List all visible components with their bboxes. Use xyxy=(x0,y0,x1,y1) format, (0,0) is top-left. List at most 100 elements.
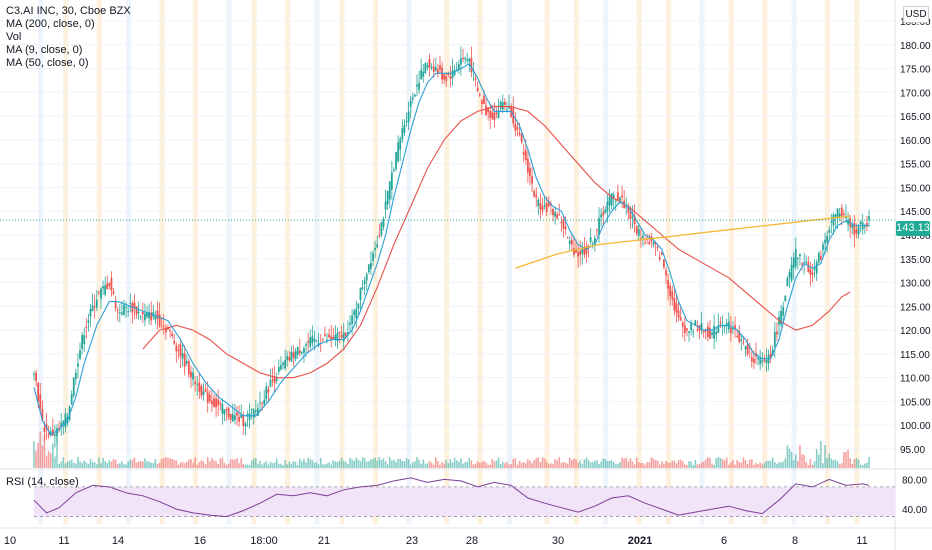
candle-body xyxy=(311,336,314,344)
volume-bar xyxy=(43,434,46,468)
candle-body xyxy=(474,78,477,80)
y-tick-label: 135.00 xyxy=(900,255,931,266)
candle-body xyxy=(671,291,674,300)
candle-body xyxy=(752,358,755,363)
volume-bar xyxy=(183,463,186,468)
volume-bar xyxy=(246,464,249,468)
volume-bar xyxy=(489,464,492,468)
candle-body xyxy=(382,218,385,227)
session-band xyxy=(63,0,69,524)
volume-bar xyxy=(116,463,119,468)
volume-bar xyxy=(303,459,305,468)
volume-bar xyxy=(665,461,667,468)
volume-bar xyxy=(98,457,100,468)
volume-bar xyxy=(437,460,439,468)
volume-bar xyxy=(759,462,761,468)
candle-body xyxy=(568,240,571,245)
candle-body xyxy=(491,112,494,119)
candle-body xyxy=(686,328,688,331)
candle-body xyxy=(158,314,161,326)
volume-bar xyxy=(391,460,393,468)
candle-body xyxy=(543,204,546,207)
x-tick-label: 10 xyxy=(4,535,16,547)
candle-body xyxy=(853,222,856,236)
candle-body xyxy=(388,181,391,200)
candle-body xyxy=(573,248,575,255)
candle-body xyxy=(520,134,523,143)
session-band xyxy=(193,0,199,524)
candle-body xyxy=(794,248,797,267)
volume-bar xyxy=(575,459,577,468)
volume-bar xyxy=(474,463,477,468)
volume-bar xyxy=(342,460,345,468)
currency-button[interactable]: USD xyxy=(903,6,929,23)
candle-body xyxy=(340,334,343,338)
volume-bar xyxy=(85,462,88,468)
candle-body xyxy=(560,221,563,223)
symbol-title[interactable]: C3.AI INC, 30, Cboe BZX xyxy=(6,5,131,17)
volume-bar xyxy=(363,457,366,468)
volume-bar xyxy=(39,431,42,468)
candle-body xyxy=(169,330,171,332)
candle-body xyxy=(409,100,412,107)
volume-bar xyxy=(135,462,138,468)
volume-bar xyxy=(439,464,441,468)
candle-body xyxy=(85,326,88,329)
candle-body xyxy=(349,322,351,325)
candle-body xyxy=(460,58,462,65)
candle-body xyxy=(64,413,67,428)
candle-body xyxy=(577,252,580,257)
volume-bar xyxy=(261,464,263,468)
candle-body xyxy=(284,360,287,369)
candle-body xyxy=(788,271,791,278)
legend-volume[interactable]: Vol xyxy=(6,31,22,43)
legend-ma9[interactable]: MA (9, close, 0) xyxy=(6,44,83,56)
volume-bar xyxy=(112,458,115,468)
volume-bar xyxy=(491,459,494,468)
session-band xyxy=(339,0,345,524)
legend-ma200[interactable]: MA (200, close, 0) xyxy=(6,18,95,30)
volume-bar xyxy=(545,461,548,468)
x-tick-label: 21 xyxy=(318,535,330,547)
y-tick-label: 95.00 xyxy=(900,445,925,456)
legend-ma50[interactable]: MA (50, close, 0) xyxy=(6,57,89,69)
volume-bar xyxy=(671,460,674,468)
candle-body xyxy=(244,423,247,427)
session-band xyxy=(603,0,609,524)
candle-body xyxy=(422,71,425,77)
volume-bar xyxy=(717,457,720,468)
volume-bar xyxy=(451,462,454,468)
candle-body xyxy=(83,335,86,345)
volume-bar xyxy=(524,463,527,468)
volume-bar xyxy=(612,461,615,468)
session-band xyxy=(636,0,642,524)
candle-body xyxy=(33,373,35,375)
candle-body xyxy=(370,262,372,270)
volume-bar xyxy=(219,458,222,468)
candle-body xyxy=(807,262,810,273)
candle-body xyxy=(208,394,211,402)
volume-bar xyxy=(652,458,655,468)
volume-bar xyxy=(95,464,98,468)
volume-bar xyxy=(811,464,814,468)
candle-body xyxy=(355,309,358,319)
x-tick-label: 8 xyxy=(792,535,798,547)
candle-body xyxy=(294,351,297,360)
legend-rsi[interactable]: RSI (14, close) xyxy=(6,476,79,488)
candle-body xyxy=(150,312,153,321)
candle-body xyxy=(579,250,582,256)
candle-body xyxy=(72,377,75,396)
candle-body xyxy=(300,352,303,354)
volume-bar xyxy=(345,461,347,468)
candle-body xyxy=(361,287,364,289)
candle-body xyxy=(167,327,169,330)
volume-bar xyxy=(278,463,280,468)
volume-bar xyxy=(397,458,399,468)
session-band xyxy=(226,0,232,524)
volume-bar xyxy=(388,457,391,468)
y-tick-label: 160.00 xyxy=(900,136,931,147)
candle-body xyxy=(801,263,803,265)
volume-bar xyxy=(447,463,450,468)
candle-body xyxy=(51,429,54,436)
